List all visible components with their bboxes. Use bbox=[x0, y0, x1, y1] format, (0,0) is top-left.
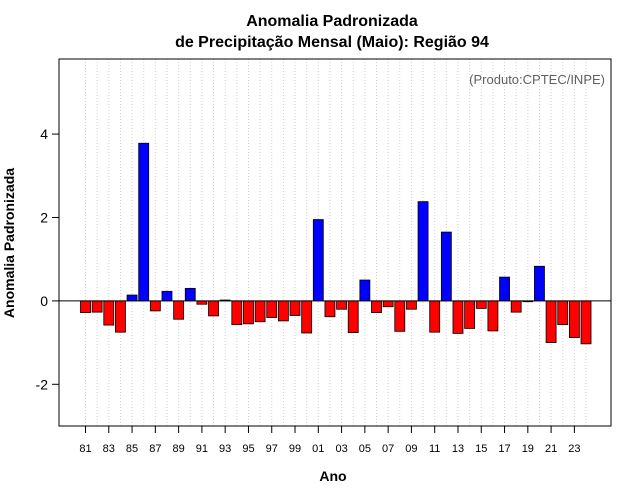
y-tick-label: 2 bbox=[40, 209, 48, 225]
y-tick-label: 4 bbox=[40, 126, 48, 142]
x-tick-label: 05 bbox=[359, 443, 371, 455]
x-tick-label: 19 bbox=[522, 443, 534, 455]
x-tick-label: 91 bbox=[196, 443, 208, 455]
bar-02 bbox=[324, 300, 336, 318]
x-tick-label: 97 bbox=[266, 443, 278, 455]
y-tick-label: 0 bbox=[40, 293, 48, 309]
bar-15 bbox=[475, 300, 487, 309]
bar-series bbox=[80, 142, 592, 345]
x-tick-label: 07 bbox=[382, 443, 394, 455]
plot-frame bbox=[58, 58, 612, 427]
x-tick-label: 85 bbox=[126, 443, 138, 455]
chart-subtitle: de Precipitação Mensal (Maio): Região 94 bbox=[175, 34, 489, 51]
bar-92 bbox=[208, 300, 219, 317]
bar-20 bbox=[534, 265, 545, 302]
bar-82 bbox=[91, 300, 103, 313]
bar-18 bbox=[510, 300, 522, 313]
x-tick-label: 13 bbox=[452, 443, 464, 455]
bar-13 bbox=[452, 300, 464, 334]
bar-05 bbox=[359, 279, 371, 302]
bar-21 bbox=[545, 300, 557, 343]
x-tick-label: 89 bbox=[172, 443, 184, 455]
x-tick-label: 21 bbox=[545, 443, 557, 455]
bar-90 bbox=[184, 287, 196, 302]
bar-04 bbox=[347, 300, 359, 333]
x-tick-label: 17 bbox=[498, 443, 510, 455]
bar-03 bbox=[336, 300, 347, 310]
x-tick-label: 81 bbox=[79, 443, 91, 455]
bar-09 bbox=[406, 300, 417, 310]
bar-81 bbox=[80, 300, 91, 313]
x-axis: 81 83 85 87 89 91 93 95 97 99 01 03 05 07 09 11 13 15 17 19… bbox=[79, 426, 581, 455]
bar-86 bbox=[138, 142, 150, 302]
credit-label: (Produto:CPTEC/INPE) bbox=[469, 72, 605, 87]
x-tick-label: 95 bbox=[242, 443, 254, 455]
bar-88 bbox=[161, 290, 173, 302]
x-tick-label: 93 bbox=[219, 443, 231, 455]
vertical-gridlines bbox=[85, 59, 587, 426]
y-axis-label: Anomalia Padronizada bbox=[1, 168, 17, 318]
y-tick-label: -2 bbox=[36, 376, 49, 392]
x-tick-label: 15 bbox=[475, 443, 487, 455]
x-tick-label: 99 bbox=[289, 443, 301, 455]
bar-84 bbox=[115, 300, 126, 333]
bar-89 bbox=[173, 300, 185, 320]
x-tick-label: 23 bbox=[568, 443, 580, 455]
bar-85 bbox=[126, 294, 138, 302]
bar-99 bbox=[289, 300, 301, 316]
bar-07 bbox=[382, 300, 394, 308]
bar-95 bbox=[243, 300, 254, 325]
x-tick-label: 83 bbox=[103, 443, 115, 455]
x-tick-label: 01 bbox=[312, 443, 324, 455]
bar-10 bbox=[417, 201, 429, 302]
bar-17 bbox=[499, 276, 510, 302]
bar-00 bbox=[301, 300, 313, 334]
bar-94 bbox=[231, 300, 243, 326]
y-axis: -2 0 2 4 bbox=[36, 126, 59, 392]
bar-23 bbox=[568, 300, 580, 338]
bar-87 bbox=[149, 300, 161, 312]
bar-83 bbox=[103, 300, 115, 326]
bar-96 bbox=[254, 300, 266, 323]
chart-title: Anomalia Padronizada bbox=[246, 13, 418, 30]
bar-24 bbox=[580, 300, 592, 345]
x-tick-label: 11 bbox=[429, 443, 440, 455]
x-tick-label: 09 bbox=[405, 443, 417, 455]
bar-16 bbox=[487, 300, 499, 332]
x-tick-label: 87 bbox=[149, 443, 161, 455]
x-tick-label: 03 bbox=[335, 443, 347, 455]
bar-91 bbox=[196, 300, 208, 305]
bar-01 bbox=[312, 219, 324, 302]
bar-22 bbox=[557, 300, 569, 326]
bar-14 bbox=[464, 300, 476, 329]
bar-06 bbox=[371, 300, 382, 313]
bar-08 bbox=[394, 300, 406, 332]
bar-97 bbox=[266, 300, 278, 318]
bar-11 bbox=[429, 300, 441, 333]
x-axis-label: Ano bbox=[319, 468, 346, 484]
bar-98 bbox=[277, 300, 289, 322]
bar-12 bbox=[440, 231, 452, 302]
